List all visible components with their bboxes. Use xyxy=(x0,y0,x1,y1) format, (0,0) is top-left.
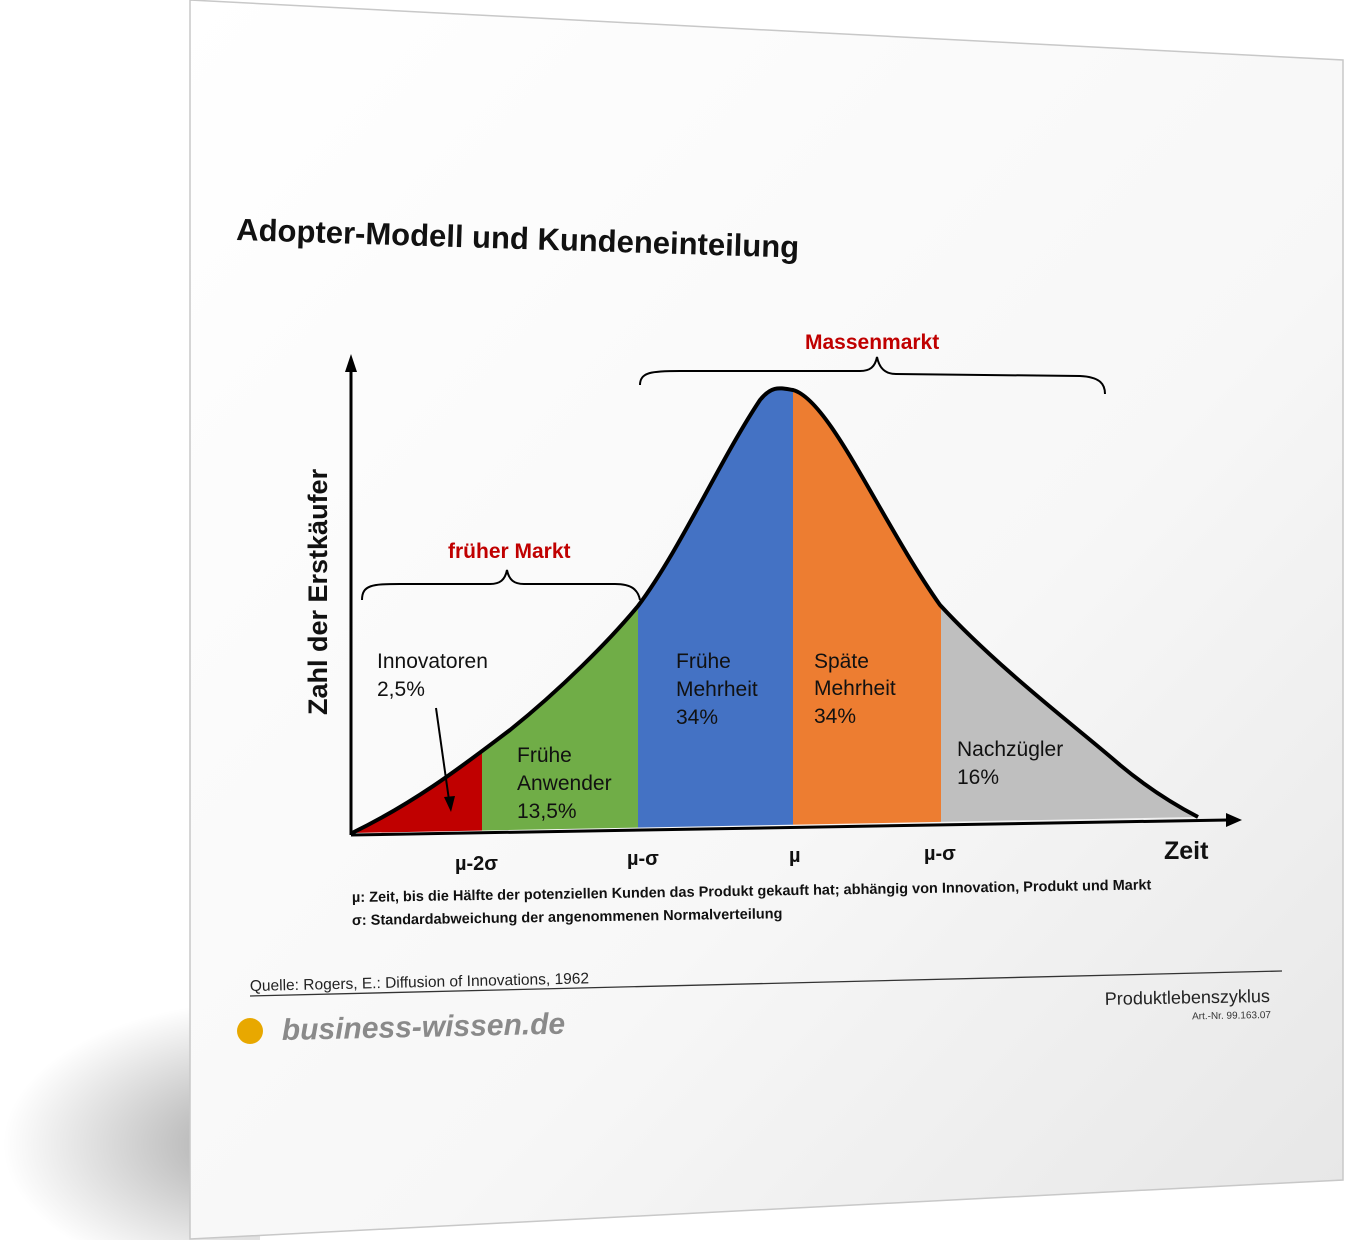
y-axis-arrow xyxy=(345,354,357,372)
segment-value-nachzuegler: 16% xyxy=(957,766,999,789)
footer-divider xyxy=(249,970,1283,997)
category-label: Produktlebenszyklus xyxy=(1105,986,1270,1009)
brand-logo: business-wissen.de xyxy=(281,1008,565,1047)
segment-label-fruehe-anwender: Anwender xyxy=(517,772,612,795)
segment-label-fruehe-mehrheit: Mehrheit xyxy=(676,678,758,701)
innovatoren-pointer xyxy=(435,707,450,801)
x-axis-arrow xyxy=(1226,813,1242,827)
group-label-massenmarkt: Massenmarkt xyxy=(805,331,939,354)
segment-label-innovatoren: Innovatoren xyxy=(377,650,488,673)
segment-value-spaete-mehrheit: 34% xyxy=(814,705,856,728)
brace-massenmarkt xyxy=(639,356,1106,395)
innovatoren-pointer-head xyxy=(444,796,455,812)
segment-value-fruehe-mehrheit: 34% xyxy=(676,706,718,729)
segment-label-fruehe-anwender: Frühe xyxy=(517,744,572,767)
tick-label: µ-σ xyxy=(924,843,956,865)
note-sigma: σ: Standardabweichung der angenommenen N… xyxy=(352,906,783,929)
segment-label-spaete-mehrheit: Mehrheit xyxy=(814,677,896,700)
group-label-frueher-markt: früher Markt xyxy=(448,540,571,563)
brand-dot-icon xyxy=(237,1018,263,1044)
y-axis-label: Zahl der Erstkäufer xyxy=(303,468,333,715)
segment-label-fruehe-mehrheit: Frühe xyxy=(676,650,731,673)
tick-label: µ-σ xyxy=(627,848,659,870)
segment-label-spaete-mehrheit: Späte xyxy=(814,650,869,673)
article-number: Art.-Nr. 99.163.07 xyxy=(1192,1010,1272,1022)
x-axis xyxy=(350,818,1229,837)
brace-frueher-markt xyxy=(361,569,641,601)
x-axis-label: Zeit xyxy=(1164,837,1209,865)
segment-value-fruehe-anwender: 13,5% xyxy=(517,800,577,823)
segment-label-nachzuegler: Nachzügler xyxy=(957,738,1063,761)
tick-label: µ-2σ xyxy=(455,853,498,875)
tick-label: µ xyxy=(789,845,801,867)
segment-value-innovatoren: 2,5% xyxy=(377,678,425,701)
adoption-curve xyxy=(351,386,1199,835)
